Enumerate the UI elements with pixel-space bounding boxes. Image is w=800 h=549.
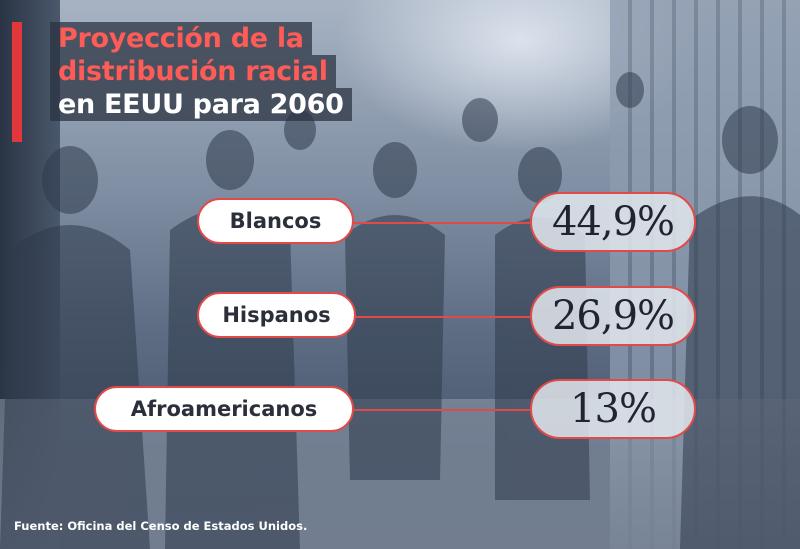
title-line-2: distribución racial <box>50 55 336 88</box>
connector-line-hispanos <box>354 316 532 318</box>
label-hispanos: Hispanos <box>197 292 356 338</box>
value-blancos: 44,9% <box>530 192 696 252</box>
page-title: Proyección de la distribución racial en … <box>50 22 352 121</box>
connector-line-blancos <box>352 222 532 224</box>
label-afroamericanos: Afroamericanos <box>94 386 354 432</box>
source-note: Fuente: Oficina del Censo de Estados Uni… <box>14 519 308 533</box>
title-line-3: en EEUU para 2060 <box>50 88 352 121</box>
label-blancos: Blancos <box>197 198 354 244</box>
value-afroamericanos: 13% <box>530 379 696 439</box>
title-line-1: Proyección de la <box>50 22 312 55</box>
value-hispanos: 26,9% <box>530 286 696 346</box>
connector-line-afroamericanos <box>352 409 532 411</box>
title-accent-bar <box>12 22 22 142</box>
